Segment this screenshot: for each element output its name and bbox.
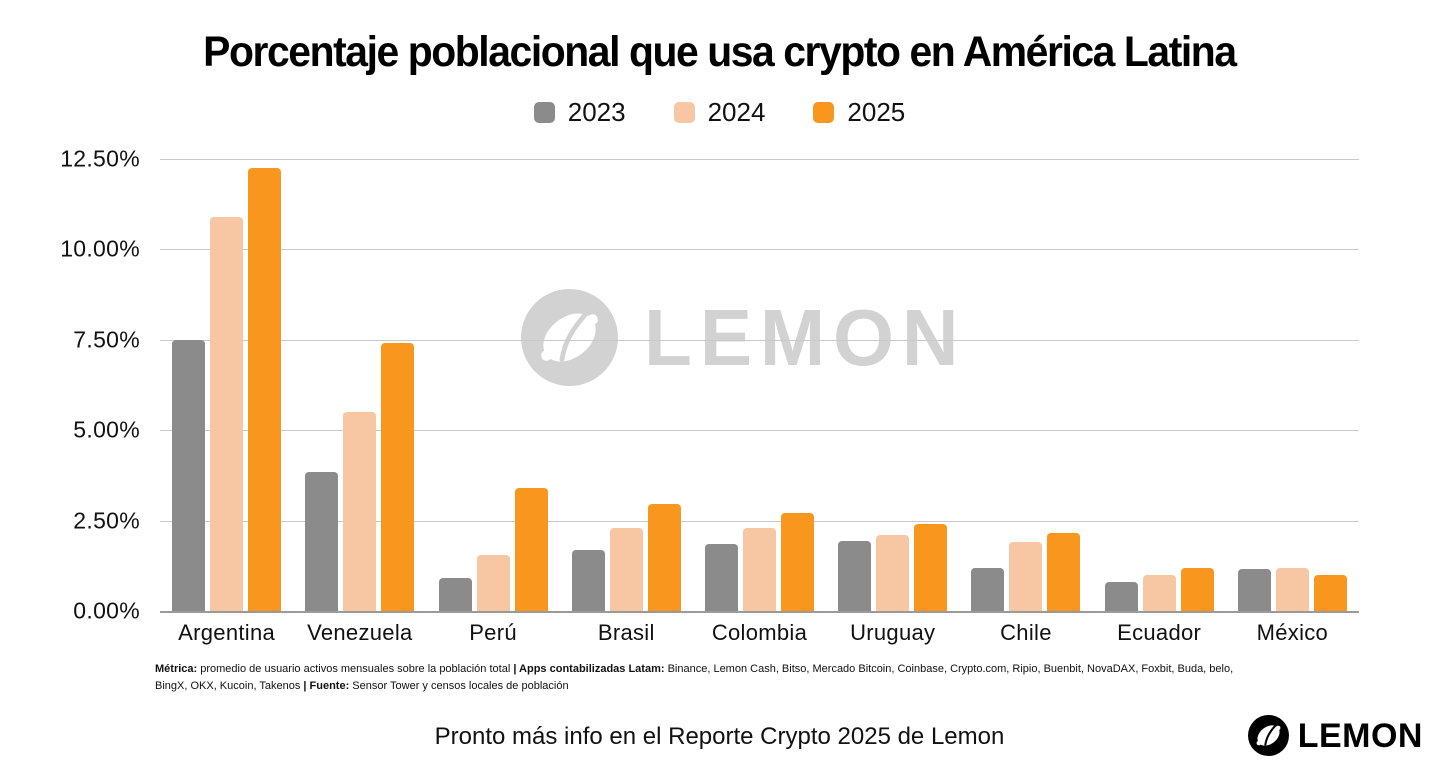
x-axis-label: Chile xyxy=(1000,620,1052,645)
x-axis-label: Perú xyxy=(469,620,517,645)
x-axis-label: Argentina xyxy=(178,620,276,645)
brand-logo: LEMON xyxy=(1247,715,1423,756)
bar-group-méxico: México xyxy=(1226,159,1359,645)
bar-chile-2024 xyxy=(1009,542,1043,611)
footnote-segment: promedio de usuario activos mensuales so… xyxy=(197,663,514,675)
bar-group-venezuela: Venezuela xyxy=(293,159,426,645)
lemon-logo-icon xyxy=(1247,715,1289,756)
gridline xyxy=(160,520,1359,522)
footnote-segment: Binance, Lemon Cash, Bitso, Mercado Bitc… xyxy=(664,663,1234,675)
bar-colombia-2023 xyxy=(704,544,738,611)
bar-méxico-2023 xyxy=(1237,569,1271,611)
legend-swatch xyxy=(673,102,695,123)
bar-group-ecuador: Ecuador xyxy=(1093,159,1226,645)
promo-text: Pronto más info en el Reporte Crypto 202… xyxy=(434,723,1005,750)
y-tick-label: 2.50% xyxy=(73,507,140,534)
bar-groups: Argentina Venezuela Perú Brasil Colombia Urug… xyxy=(160,159,1359,645)
y-axis-labels: 12.50% 10.00% 7.50% 5.00% 2.50% 0.00% xyxy=(0,146,148,624)
bar-argentina-2025 xyxy=(248,168,282,611)
bars xyxy=(1093,159,1226,611)
legend: 2023 2024 2025 xyxy=(0,97,1439,128)
bar-colombia-2025 xyxy=(780,513,814,611)
x-axis-label: Uruguay xyxy=(850,620,936,645)
bar-venezuela-2025 xyxy=(381,343,415,611)
legend-label: 2024 xyxy=(707,97,766,127)
bar-ecuador-2025 xyxy=(1180,567,1214,611)
footnote-line: Métrica: promedio de usuario activos men… xyxy=(155,661,1233,678)
legend-label: 2025 xyxy=(847,97,906,127)
bar-chile-2025 xyxy=(1047,533,1081,611)
bar-perú-2024 xyxy=(476,554,510,611)
gridline xyxy=(160,159,1359,160)
bar-group-uruguay: Uruguay xyxy=(826,159,959,645)
x-axis-label: México xyxy=(1256,620,1329,645)
watermark-text: LEMON xyxy=(644,292,967,382)
bars xyxy=(426,159,559,611)
footnote-segment: Sensor Tower y censos locales de poblaci… xyxy=(349,680,569,693)
x-axis-label: Ecuador xyxy=(1117,620,1202,645)
bar-argentina-2024 xyxy=(210,216,244,611)
legend-label: 2023 xyxy=(567,97,626,127)
title-wrap: Porcentaje poblacional que usa crypto en… xyxy=(0,28,1439,77)
bar-ecuador-2024 xyxy=(1142,574,1176,611)
bar-group-colombia: Colombia xyxy=(693,159,826,645)
bar-ecuador-2023 xyxy=(1104,582,1138,611)
x-axis-label: Brasil xyxy=(597,620,655,645)
bar-group-brasil: Brasil xyxy=(560,159,693,645)
y-tick-label: 5.00% xyxy=(73,416,140,443)
footnote-segment: Métrica: xyxy=(155,663,198,675)
footnote-segment: BingX, OKX, Kucoin, Takenos xyxy=(155,680,304,693)
bars xyxy=(826,159,959,611)
watermark: LEMON xyxy=(521,289,973,386)
bar-brasil-2023 xyxy=(571,549,605,611)
bar-venezuela-2024 xyxy=(343,412,377,611)
bars xyxy=(560,159,693,611)
bar-brasil-2025 xyxy=(647,504,681,611)
gridline xyxy=(160,249,1359,251)
bar-méxico-2025 xyxy=(1313,574,1347,611)
bar-argentina-2023 xyxy=(172,339,206,611)
lemon-watermark-icon xyxy=(521,289,618,386)
bars xyxy=(160,159,293,611)
bar-chile-2023 xyxy=(971,567,1005,611)
x-axis-label: Colombia xyxy=(711,620,808,645)
footnote-line: BingX, OKX, Kucoin, Takenos | Fuente: Se… xyxy=(155,678,1233,695)
plot-area: Argentina Venezuela Perú Brasil Colombia Urug… xyxy=(160,159,1359,645)
bar-perú-2023 xyxy=(438,578,472,611)
legend-item-2024: 2024 xyxy=(673,97,766,128)
footnote: Métrica: promedio de usuario activos men… xyxy=(155,661,1233,695)
bar-group-argentina: Argentina xyxy=(160,159,293,645)
bar-venezuela-2023 xyxy=(305,471,339,611)
gridline xyxy=(160,339,1359,341)
bars xyxy=(693,159,826,611)
bar-brasil-2024 xyxy=(609,527,643,611)
bar-uruguay-2024 xyxy=(876,535,910,611)
bar-perú-2025 xyxy=(514,488,548,611)
bar-group-perú: Perú xyxy=(426,159,559,645)
bars xyxy=(959,159,1092,611)
bars xyxy=(293,159,426,611)
legend-item-2025: 2025 xyxy=(813,97,905,128)
bar-group-chile: Chile xyxy=(959,159,1092,645)
bar-colombia-2024 xyxy=(742,527,776,611)
chart-title: Porcentaje poblacional que usa crypto en… xyxy=(203,28,1237,76)
footnote-segment: | Apps contabilizadas Latam: xyxy=(513,663,665,675)
legend-swatch xyxy=(533,102,555,123)
x-axis-label: Venezuela xyxy=(307,620,413,645)
brand-logo-text: LEMON xyxy=(1297,716,1423,755)
legend-item-2023: 2023 xyxy=(533,97,626,128)
y-tick-label: 0.00% xyxy=(73,597,140,624)
gridline xyxy=(160,430,1359,432)
legend-swatch xyxy=(813,102,835,123)
bar-uruguay-2025 xyxy=(914,524,948,611)
y-tick-label: 10.00% xyxy=(60,235,140,262)
bar-uruguay-2023 xyxy=(838,540,872,611)
bars xyxy=(1226,159,1359,611)
y-tick-label: 12.50% xyxy=(60,145,140,172)
y-tick-label: 7.50% xyxy=(73,326,140,353)
bar-méxico-2024 xyxy=(1275,567,1309,611)
footnote-segment: | Fuente: xyxy=(303,680,350,693)
gridline xyxy=(160,611,1359,613)
